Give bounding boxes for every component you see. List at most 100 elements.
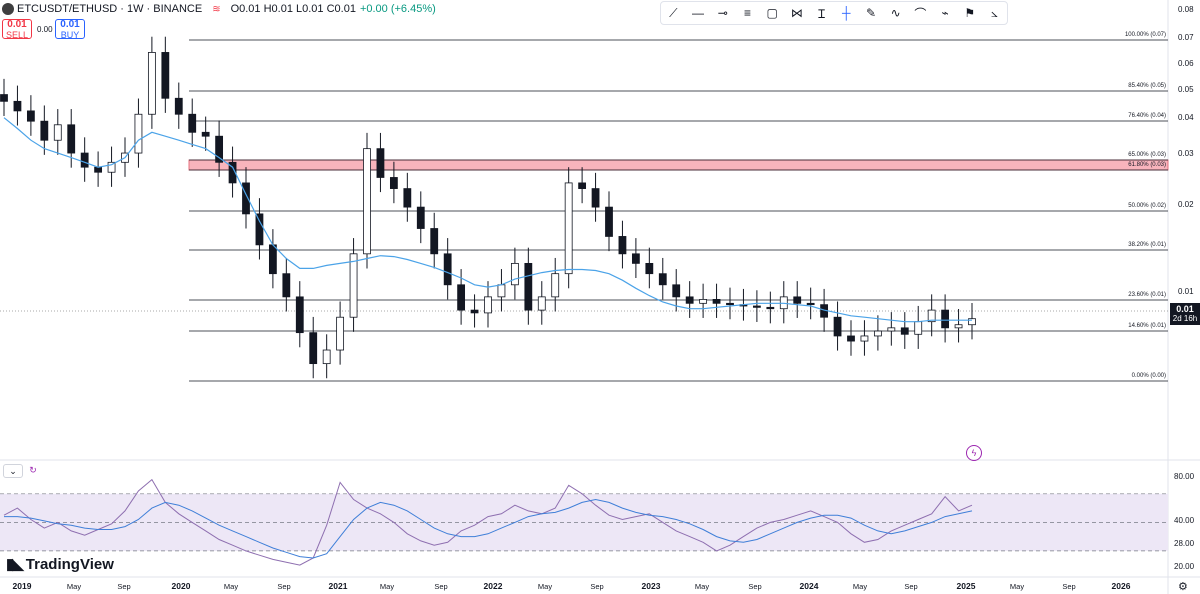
symbol-header: ETCUSDT/ETHUSD · 1W · BINANCE ≋ O0.01 H0… (0, 0, 436, 18)
fib-level-label: 50.00% (0.02) (1128, 203, 1166, 209)
ray-icon[interactable]: — (692, 6, 705, 20)
drawing-toolbar: ⟋ — ⊸ ≡ ▢ ⋈ Ɪ ┼ ✎ ∿ ⌒ ⌁ ⚑ ⦣ (660, 1, 1008, 25)
fib-level-label: 100.00% (0.07) (1125, 32, 1166, 38)
candle-body (470, 309, 479, 314)
price-axis-label: 0.06 (1178, 59, 1194, 68)
brush-icon[interactable]: ✎ (865, 6, 876, 20)
candle-body (591, 188, 600, 208)
time-axis-label: May (224, 582, 238, 591)
candle-body (457, 284, 466, 311)
candle-body (94, 166, 103, 173)
buy-label: BUY (60, 30, 80, 40)
flag-icon[interactable]: ⚑ (964, 6, 976, 20)
candle-body (752, 305, 761, 308)
pattern-icon[interactable]: ⋈ (790, 6, 803, 20)
candle-body (322, 349, 331, 365)
gear-icon[interactable]: ⚙ (1178, 581, 1188, 593)
time-axis-label: 2024 (800, 581, 819, 591)
sell-button[interactable]: 0.01 SELL (2, 19, 32, 40)
candle-body (174, 97, 183, 115)
candle-body (443, 253, 452, 286)
crosshair-icon[interactable]: ┼ (842, 6, 851, 20)
curve-icon[interactable]: ∿ (890, 6, 901, 20)
tilt-icon[interactable]: ⦣ (991, 5, 998, 20)
candle-body (699, 299, 708, 304)
refresh-icon[interactable]: ↻ (29, 464, 37, 475)
candle-body (510, 262, 519, 286)
time-axis-label: Sep (277, 582, 290, 591)
buy-button[interactable]: 0.01 BUY (55, 19, 85, 40)
candle-body (833, 316, 842, 337)
price-axis-label: 0.02 (1178, 200, 1194, 209)
candle-body (134, 113, 143, 154)
price-axis-label: 0.05 (1178, 85, 1194, 94)
candle-body (672, 284, 681, 298)
candle-body (578, 182, 587, 189)
candles-group (0, 36, 976, 379)
candle-body (201, 131, 210, 137)
tradingview-mark-icon: ▮◣ (6, 556, 24, 573)
rectangle-icon[interactable]: ▢ (766, 6, 778, 20)
candle-body (524, 262, 533, 311)
candle-body (40, 120, 49, 141)
fib-level-label: 76.40% (0.04) (1128, 113, 1166, 119)
candle-body (954, 324, 963, 329)
fib-level-label: 0.00% (0.00) (1132, 373, 1166, 379)
candle-body (726, 302, 734, 306)
time-axis-label: Sep (904, 582, 917, 591)
horizontal-ray-icon[interactable]: ⊸ (717, 6, 728, 20)
time-axis-label: May (538, 582, 552, 591)
symbol-title[interactable]: ETCUSDT/ETHUSD · 1W · BINANCE (17, 3, 203, 15)
candle-body (914, 321, 923, 335)
parallel-channel-icon[interactable]: ≡ (743, 6, 751, 20)
price-change: +0.00 (+6.45%) (359, 3, 436, 15)
text-icon[interactable]: Ɪ (818, 6, 825, 21)
candle-body (295, 296, 304, 334)
compare-icon[interactable]: ≋ (212, 3, 221, 15)
candle-body (900, 327, 909, 335)
candle-body (860, 335, 869, 342)
candle-body (0, 94, 8, 102)
candle-body (685, 296, 694, 304)
fib-level-label: 23.60% (0.01) (1128, 292, 1166, 298)
time-axis-label: 2022 (484, 581, 503, 591)
candle-body (605, 206, 613, 237)
candle-body (376, 148, 385, 178)
path-icon[interactable]: ⌁ (941, 6, 949, 20)
candle-body (403, 188, 412, 208)
arc-icon[interactable]: ⌒ (914, 6, 927, 21)
candle-body (26, 110, 35, 122)
fib-level-label: 61.80% (0.03) (1128, 162, 1166, 168)
fib-level-label: 38.20% (0.01) (1128, 242, 1166, 248)
candle-body (67, 124, 76, 154)
candle-body (484, 296, 492, 314)
sell-price: 0.01 (7, 19, 27, 30)
time-axis-label: 2021 (329, 581, 348, 591)
time-axis-label: 2025 (957, 581, 976, 591)
candle-body (215, 135, 224, 163)
last-price: 0.01 (1176, 304, 1194, 314)
candle-body (389, 177, 398, 189)
time-axis-label: 2026 (1112, 581, 1131, 591)
rsi-ma-line (4, 498, 973, 559)
tradingview-logo: ▮◣ TradingView (6, 555, 114, 574)
time-axis-label: Sep (117, 582, 130, 591)
candle-body (631, 253, 640, 264)
candle-body (53, 124, 62, 141)
time-axis-label: 2020 (172, 581, 191, 591)
time-axis-label: Sep (1062, 582, 1075, 591)
time-axis-label: Sep (434, 582, 447, 591)
alert-bolt-icon[interactable]: ϟ (966, 445, 982, 461)
trend-line-icon[interactable]: ⟋ (669, 5, 678, 20)
candle-body (336, 316, 345, 351)
moving-average-line (3, 117, 972, 323)
fib-level-label: 65.00% (0.03) (1128, 152, 1166, 158)
candle-body (712, 299, 721, 304)
candle-body (255, 213, 264, 246)
buy-price: 0.01 (60, 19, 80, 30)
candle-body (968, 318, 976, 326)
collapse-pane-button[interactable]: ⌄ (3, 464, 23, 478)
time-axis-label: May (380, 582, 394, 591)
candle-body (309, 332, 318, 365)
